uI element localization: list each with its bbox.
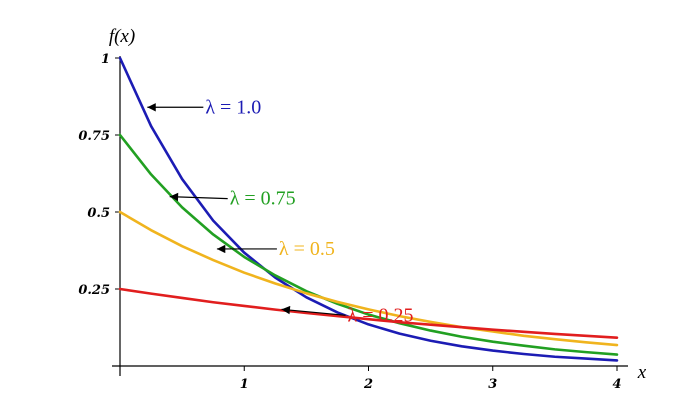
axes: f(x) x — [109, 26, 647, 383]
annotation-label-3: λ = 0.25 — [348, 304, 414, 326]
series-annotations: λ = 1.0 λ = 0.75 λ = 0.5 λ = 0.25 — [147, 96, 414, 326]
x-axis-title: x — [637, 362, 647, 383]
series-line-1 — [118, 133, 619, 356]
annotation-label-0: λ = 1.0 — [205, 96, 261, 118]
series-curves — [118, 56, 619, 362]
series-line-0 — [118, 56, 619, 362]
series-line-2 — [118, 210, 619, 347]
annotation-arrow-3 — [281, 305, 346, 316]
y-tick-label-2: 0.75 — [78, 129, 110, 144]
x-tick-label-2: 3 — [488, 377, 497, 392]
annotation-label-2: λ = 0.5 — [279, 238, 335, 260]
axis-ticks: 1 2 3 4 0.25 0.5 0.75 1 — [78, 52, 621, 392]
annotation-arrow-1 — [169, 192, 228, 202]
y-tick-label-1: 0.5 — [87, 206, 110, 221]
annotation-label-1: λ = 0.75 — [230, 188, 296, 210]
x-tick-label-1: 2 — [363, 377, 373, 392]
y-tick-label-3: 1 — [101, 52, 110, 67]
y-axis-title: f(x) — [109, 26, 135, 47]
x-tick-label-0: 1 — [240, 377, 249, 392]
series-line-3 — [118, 287, 619, 339]
y-tick-label-0: 0.25 — [78, 283, 110, 298]
x-tick-label-3: 4 — [612, 377, 621, 392]
